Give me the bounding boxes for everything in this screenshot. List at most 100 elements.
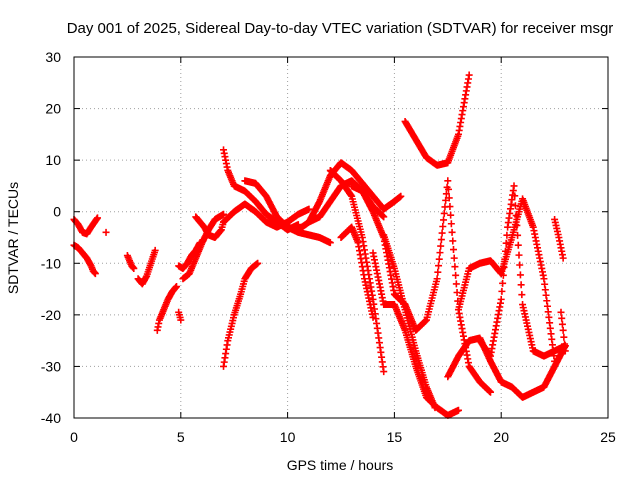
- data-point-marker: [437, 242, 445, 250]
- data-point-marker: [512, 212, 520, 220]
- data-point-marker: [449, 237, 457, 245]
- y-tick-label: -40: [41, 410, 61, 426]
- data-point-marker: [516, 261, 524, 269]
- x-tick-label: 20: [493, 429, 509, 445]
- data-series-arc-10: [192, 213, 228, 241]
- data-point-marker: [437, 236, 445, 244]
- chart-title: Day 001 of 2025, Sidereal Day-to-day VTE…: [67, 20, 614, 37]
- data-point-marker: [433, 275, 441, 283]
- data-point-marker: [151, 246, 159, 254]
- data-point-marker: [440, 216, 448, 224]
- data-series-arc-02: [70, 241, 99, 278]
- data-point-marker: [451, 263, 459, 271]
- data-point-marker: [487, 388, 495, 396]
- data-series-arc-05: [134, 246, 159, 288]
- data-point-marker: [551, 357, 559, 365]
- data-series-arc-20: [358, 179, 405, 213]
- data-series-arc-06: [153, 282, 181, 334]
- data-point-marker: [501, 255, 509, 263]
- axis-ticks: 0 5 10 15 20 25 -40 -30 -20 -10 0 10 20 30: [41, 49, 616, 445]
- data-point-marker: [326, 239, 334, 247]
- data-point-marker: [559, 326, 567, 334]
- y-tick-label: -20: [41, 307, 61, 323]
- data-point-marker: [93, 214, 101, 222]
- data-point-marker: [498, 287, 506, 295]
- x-tick-label: 0: [70, 429, 78, 445]
- y-tick-label: -10: [41, 255, 61, 271]
- data-point-marker: [447, 220, 455, 228]
- data-point-marker: [513, 221, 521, 229]
- data-point-marker: [305, 205, 313, 213]
- data-point-marker: [502, 239, 510, 247]
- data-point-marker: [450, 254, 458, 262]
- data-point-marker: [438, 229, 446, 237]
- x-tick-label: 25: [600, 429, 616, 445]
- data-point-marker: [514, 241, 522, 249]
- data-series-arc-28: [551, 215, 567, 262]
- data-point-marker: [442, 190, 450, 198]
- y-tick-label: 0: [53, 204, 61, 220]
- data-point-marker: [444, 177, 452, 185]
- data-point-marker: [442, 196, 450, 204]
- data-series-arc-03: [102, 228, 110, 236]
- data-point-marker: [436, 249, 444, 257]
- data-point-marker: [499, 271, 507, 279]
- data-point-marker: [177, 316, 185, 324]
- data-point-marker: [91, 270, 99, 278]
- y-tick-label: 30: [45, 49, 61, 65]
- data-point-marker: [515, 251, 523, 259]
- data-series-layer: [70, 71, 569, 419]
- data-point-marker: [561, 347, 569, 355]
- data-series-arc-01: [70, 214, 101, 238]
- data-point-marker: [435, 262, 443, 270]
- data-series-arc-27: [476, 182, 569, 360]
- data-point-marker: [510, 182, 518, 190]
- y-tick-label: -30: [41, 358, 61, 374]
- data-point-marker: [499, 279, 507, 287]
- data-series-arc-04: [123, 252, 138, 272]
- data-point-marker: [431, 404, 439, 412]
- data-series-arc-09: [179, 210, 228, 283]
- data-series-arc-12: [220, 259, 262, 370]
- x-tick-label: 5: [177, 429, 185, 445]
- data-point-marker: [503, 231, 511, 239]
- y-tick-label: 10: [45, 152, 61, 168]
- data-point-marker: [445, 185, 453, 193]
- data-point-marker: [497, 295, 505, 303]
- data-series-arc-23: [401, 71, 473, 169]
- data-series-arc-07: [175, 308, 185, 324]
- data-series-arc-25: [444, 334, 569, 401]
- data-point-marker: [445, 194, 453, 202]
- data-point-marker: [454, 406, 462, 414]
- data-point-marker: [254, 259, 262, 267]
- data-point-marker: [501, 247, 509, 255]
- y-tick-label: 20: [45, 101, 61, 117]
- data-series-arc-24: [401, 177, 495, 396]
- data-point-marker: [511, 192, 519, 200]
- data-point-marker: [518, 291, 526, 299]
- data-point-marker: [435, 255, 443, 263]
- data-point-marker: [560, 333, 568, 341]
- data-point-marker: [447, 211, 455, 219]
- data-series-arc-17: [337, 223, 377, 321]
- data-point-marker: [452, 280, 460, 288]
- y-axis-label: SDTVAR / TECUs: [5, 182, 21, 294]
- data-point-marker: [511, 202, 519, 210]
- data-point-marker: [173, 282, 181, 290]
- data-point-marker: [397, 192, 405, 200]
- data-series-arc-29: [557, 308, 569, 355]
- data-point-marker: [439, 222, 447, 230]
- x-axis-label: GPS time / hours: [287, 457, 394, 473]
- data-point-marker: [559, 254, 567, 262]
- data-point-marker: [449, 246, 457, 254]
- data-point-marker: [558, 320, 566, 328]
- data-point-marker: [452, 271, 460, 279]
- data-point-marker: [440, 209, 448, 217]
- data-point-marker: [446, 203, 454, 211]
- x-tick-label: 10: [280, 429, 296, 445]
- data-point-marker: [380, 368, 388, 376]
- data-point-marker: [558, 314, 566, 322]
- data-point-marker: [434, 268, 442, 276]
- data-point-marker: [220, 210, 228, 218]
